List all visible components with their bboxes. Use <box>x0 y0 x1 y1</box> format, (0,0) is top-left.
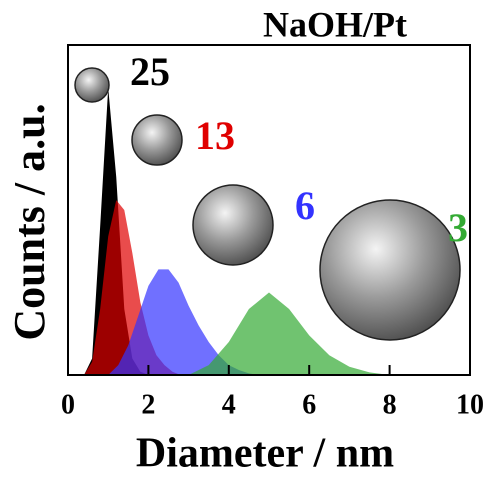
x-tick-label: 8 <box>383 389 397 420</box>
x-tick-label: 4 <box>222 389 236 420</box>
particle <box>319 199 461 341</box>
chart-title: NaOH/Pt <box>263 4 407 44</box>
particles <box>74 67 461 341</box>
area <box>108 269 259 375</box>
series-label: 13 <box>195 113 235 158</box>
x-tick-label: 2 <box>141 389 155 420</box>
particle <box>74 67 110 103</box>
area <box>188 292 390 375</box>
frame <box>67 44 471 376</box>
area <box>84 200 181 375</box>
y-axis-label: Counts / a.u. <box>5 103 54 340</box>
particle <box>192 184 274 266</box>
series-label: 3 <box>448 205 468 250</box>
particle <box>131 114 183 166</box>
x-tick-label: 6 <box>302 389 316 420</box>
series-label: 25 <box>130 49 170 94</box>
x-tick-label: 10 <box>456 389 484 420</box>
series-label: 6 <box>295 183 315 228</box>
plot-area <box>84 87 390 376</box>
x-tick-label: 0 <box>61 389 75 420</box>
x-axis-label: Diameter / nm <box>136 431 394 477</box>
